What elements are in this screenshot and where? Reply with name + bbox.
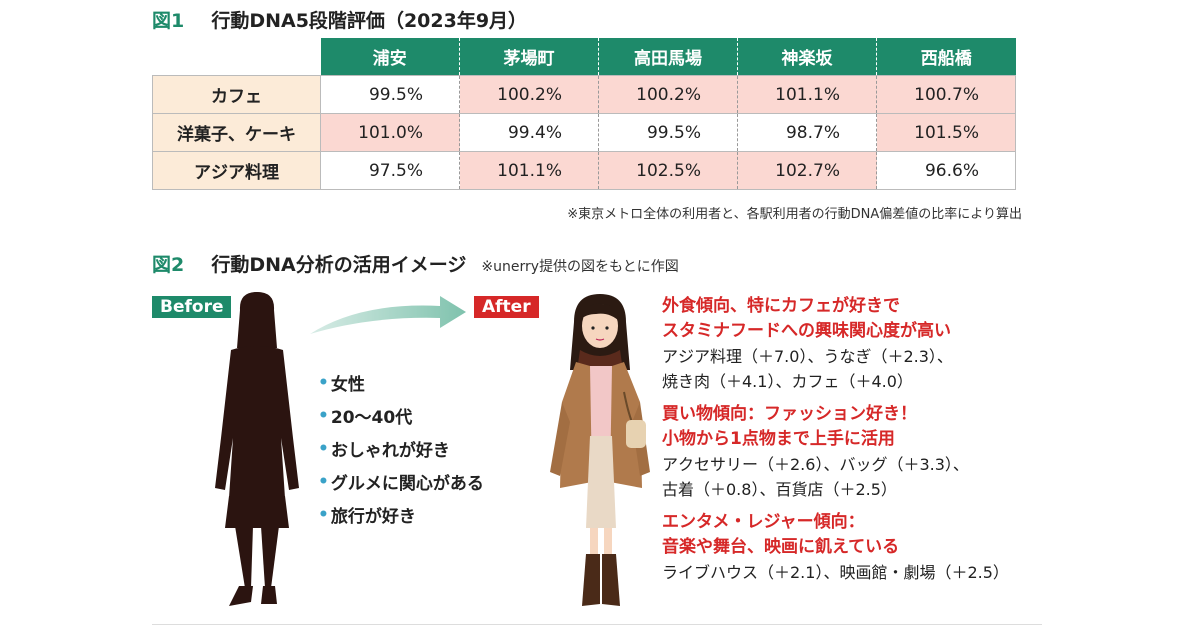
section-heading: スタミナフードへの興味関心度が高い [662, 321, 951, 341]
table-row: 洋菓子、ケーキ 101.0% 99.4% 99.5% 98.7% 101.5% [152, 113, 1016, 152]
column-header: 浦安 [320, 38, 460, 76]
table-cell: 101.1% [459, 151, 599, 190]
fig2-note: ※unerry提供の図をもとに作図 [481, 259, 679, 275]
table-cell: 101.1% [737, 75, 877, 114]
after-description: 外食傾向、特にカフェが好きで スタミナフードへの興味関心度が高い アジア料理（＋… [662, 294, 1042, 585]
profile-list: 女性 20～40代 おしゃれが好き グルメに関心がある 旅行が好き [318, 366, 484, 531]
section-heading: 音楽や舞台、映画に飢えている [662, 537, 900, 557]
column-header: 茅場町 [459, 38, 599, 76]
profile-item: 旅行が好き [318, 498, 484, 531]
silhouette-woman-icon [215, 292, 299, 606]
woman-illustration-icon [550, 294, 650, 606]
trend-section-dining: 外食傾向、特にカフェが好きで スタミナフードへの興味関心度が高い アジア料理（＋… [662, 294, 1042, 394]
fig2-title: 行動DNA分析の活用イメージ [211, 254, 467, 276]
fig1-title-suffix: （2023年9月） [384, 10, 528, 32]
row-header: 洋菓子、ケーキ [152, 113, 321, 152]
fig1-title: 行動DNA5段階評価 [211, 10, 385, 32]
fig2-label: 図2 [152, 254, 185, 276]
table-cell: 101.0% [320, 113, 460, 152]
fig1-label: 図1 [152, 10, 185, 32]
table-corner [152, 38, 321, 76]
section-body: アクセサリー（＋2.6）、バッグ（＋3.3）、 [662, 455, 969, 474]
table-row: アジア料理 97.5% 101.1% 102.5% 102.7% 96.6% [152, 151, 1016, 190]
section-body: アジア料理（＋7.0）、うなぎ（＋2.3）、 [662, 347, 953, 366]
table-cell: 99.5% [320, 75, 460, 114]
section-heading: 買い物傾向：ファッション好き！ [662, 404, 917, 424]
bottom-divider [152, 624, 1042, 625]
column-header: 西船橋 [876, 38, 1016, 76]
before-tag: Before [152, 296, 232, 318]
profile-item: おしゃれが好き [318, 432, 484, 465]
table-cell: 98.7% [737, 113, 877, 152]
after-tag: After [474, 296, 539, 318]
row-header: アジア料理 [152, 151, 321, 190]
profile-item: グルメに関心がある [318, 465, 484, 498]
table-cell: 100.2% [459, 75, 599, 114]
column-header: 神楽坂 [737, 38, 877, 76]
profile-item: 20～40代 [318, 399, 484, 432]
section-heading: 小物から1点物まで上手に活用 [662, 429, 895, 449]
fig2-heading: 図2 行動DNA分析の活用イメージ ※unerry提供の図をもとに作図 [152, 250, 679, 277]
profile-item: 女性 [318, 366, 484, 399]
table-cell: 99.5% [598, 113, 738, 152]
table-cell: 100.2% [598, 75, 738, 114]
table-cell: 100.7% [876, 75, 1016, 114]
section-body: 古着（＋0.8）、百貨店（＋2.5） [662, 480, 897, 499]
section-body: ライブハウス（＋2.1）、映画館・劇場（＋2.5） [662, 563, 1009, 582]
row-header: カフェ [152, 75, 321, 114]
fig1-note: ※東京メトロ全体の利用者と、各駅利用者の行動DNA偏差値の比率により算出 [567, 207, 1022, 222]
dna-table: 浦安 茅場町 高田馬場 神楽坂 西船橋 カフェ 99.5% 100.2% 100… [152, 38, 1016, 190]
table-cell: 96.6% [876, 151, 1016, 190]
table-cell: 101.5% [876, 113, 1016, 152]
transition-arrow-icon [310, 296, 466, 334]
table-cell: 97.5% [320, 151, 460, 190]
trend-section-shopping: 買い物傾向：ファッション好き！ 小物から1点物まで上手に活用 アクセサリー（＋2… [662, 402, 1042, 502]
trend-section-entertainment: エンタメ・レジャー傾向： 音楽や舞台、映画に飢えている ライブハウス（＋2.1）… [662, 510, 1042, 585]
table-cell: 102.5% [598, 151, 738, 190]
section-body: 焼き肉（＋4.1）、カフェ（＋4.0） [662, 372, 913, 391]
section-heading: エンタメ・レジャー傾向： [662, 512, 865, 532]
fig1-heading: 図1 行動DNA5段階評価（2023年9月） [152, 6, 527, 33]
section-heading: 外食傾向、特にカフェが好きで [662, 296, 900, 316]
table-cell: 102.7% [737, 151, 877, 190]
table-header-row: 浦安 茅場町 高田馬場 神楽坂 西船橋 [152, 38, 1016, 76]
column-header: 高田馬場 [598, 38, 738, 76]
table-cell: 99.4% [459, 113, 599, 152]
table-row: カフェ 99.5% 100.2% 100.2% 101.1% 100.7% [152, 75, 1016, 114]
